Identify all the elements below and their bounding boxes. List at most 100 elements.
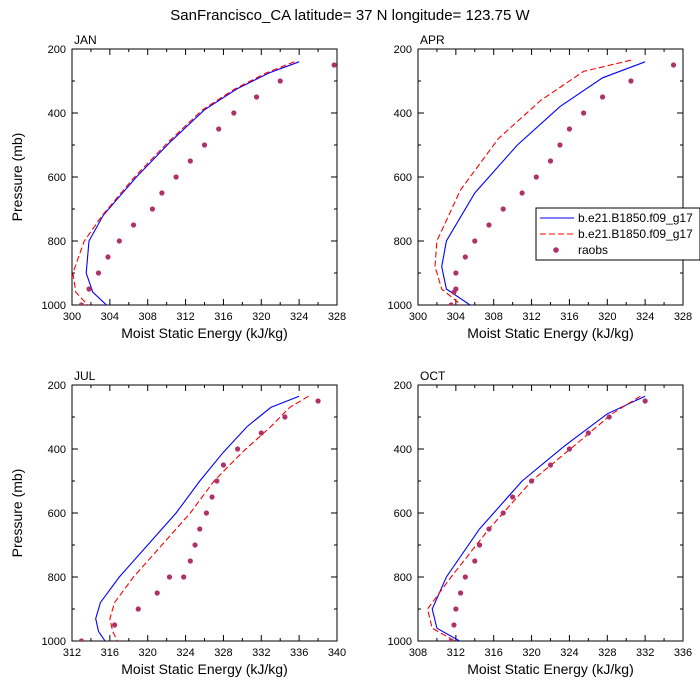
x-tick-label: 328 <box>674 311 692 323</box>
raobs-point <box>462 254 468 260</box>
y-axis-label: Pressure (mb) <box>9 469 25 558</box>
x-tick-label: 328 <box>328 311 346 323</box>
model-line-solid <box>441 61 646 305</box>
raobs-point <box>566 446 573 452</box>
raobs-point <box>670 62 677 68</box>
x-tick-label: 336 <box>674 647 692 659</box>
x-tick-label: 300 <box>409 311 427 323</box>
raobs-point <box>181 574 187 580</box>
figure-title: SanFrancisco_CA latitude= 37 N longitude… <box>170 7 530 24</box>
raobs-point <box>282 414 288 420</box>
raobs-point <box>451 622 457 628</box>
x-tick-label: 340 <box>328 647 346 659</box>
raobs-point <box>135 606 141 612</box>
model-line-dashed <box>434 59 632 305</box>
y-tick-label: 800 <box>394 236 412 248</box>
x-tick-label: 300 <box>63 311 81 323</box>
x-tick-label: 316 <box>560 311 578 323</box>
model-line-solid <box>431 395 646 641</box>
raobs-point <box>173 174 179 180</box>
plot-frame <box>417 384 684 642</box>
x-tick-label: 308 <box>409 647 427 659</box>
raobs-point <box>453 606 459 612</box>
x-axis-label: Moist Static Energy (kJ/kg) <box>467 661 634 677</box>
raobs-point <box>197 526 203 532</box>
plot-frame <box>71 48 338 306</box>
raobs-point <box>500 206 506 212</box>
y-tick-label: 1000 <box>42 636 66 648</box>
raobs-point <box>315 398 321 404</box>
raobs-point <box>78 638 85 641</box>
x-tick-label: 304 <box>447 311 465 323</box>
raobs-point <box>277 78 283 84</box>
plot-area <box>434 59 677 305</box>
y-tick-label: 600 <box>48 508 66 520</box>
panel-label: JAN <box>74 33 97 47</box>
raobs-point <box>547 462 554 468</box>
x-tick-label: 312 <box>447 647 465 659</box>
raobs-point <box>606 414 612 420</box>
x-tick-label: 312 <box>522 311 540 323</box>
plot-area <box>78 395 321 641</box>
raobs-point <box>486 526 492 532</box>
raobs-point <box>547 158 554 164</box>
y-tick-label: 200 <box>394 44 412 56</box>
model-line-dashed <box>72 61 295 305</box>
raobs-point <box>462 574 468 580</box>
x-tick-label: 316 <box>214 311 232 323</box>
x-tick-label: 304 <box>101 311 119 323</box>
raobs-point <box>201 142 208 148</box>
raobs-point <box>203 510 209 516</box>
raobs-point <box>528 478 535 484</box>
raobs-point <box>187 158 193 164</box>
legend-marker-dot <box>553 247 559 253</box>
x-tick-label: 316 <box>101 647 119 659</box>
y-tick-label: 600 <box>394 508 412 520</box>
x-tick-label: 324 <box>290 311 308 323</box>
raobs-point <box>599 94 606 100</box>
plot-area <box>72 61 337 305</box>
x-tick-label: 312 <box>176 311 194 323</box>
x-tick-label: 320 <box>252 311 270 323</box>
x-tick-label: 324 <box>176 647 194 659</box>
raobs-point <box>192 542 198 548</box>
raobs-point <box>231 110 237 116</box>
raobs-point <box>585 430 591 436</box>
raobs-point <box>166 574 173 580</box>
raobs-point <box>448 638 454 641</box>
x-tick-label: 312 <box>63 647 81 659</box>
raobs-point <box>187 558 193 564</box>
raobs-point <box>111 622 118 628</box>
raobs-point <box>486 222 492 228</box>
raobs-point <box>258 430 264 436</box>
raobs-point <box>476 542 483 548</box>
raobs-point <box>533 174 539 180</box>
raobs-point <box>510 494 516 500</box>
panel-label: JUL <box>74 369 96 383</box>
y-tick-label: 400 <box>394 444 412 456</box>
raobs-point <box>130 222 137 228</box>
plot-area <box>426 395 648 641</box>
x-axis-label: Moist Static Energy (kJ/kg) <box>467 325 634 341</box>
raobs-point <box>159 190 165 196</box>
x-tick-label: 308 <box>485 311 503 323</box>
raobs-point <box>95 270 102 276</box>
raobs-point <box>472 238 478 244</box>
y-tick-label: 200 <box>394 380 412 392</box>
panels: 300 304 308 312 316 320 324 328 200 400 600 800 1000… <box>9 33 692 677</box>
y-tick-label: 800 <box>48 572 66 584</box>
panel-jul: 312 316 320 324 328 332 336 340 200 400 600 800 1000… <box>9 369 346 677</box>
panel-apr: 300 304 308 312 316 320 324 328 200 400 600 800 1000… <box>388 33 693 341</box>
raobs-point <box>220 462 227 468</box>
raobs-point <box>519 190 525 196</box>
panel-jan: 300 304 308 312 316 320 324 328 200 400 600 800 1000… <box>9 33 346 341</box>
x-axis-label: Moist Static Energy (kJ/kg) <box>121 325 288 341</box>
raobs-point <box>472 558 478 564</box>
x-tick-label: 328 <box>214 647 232 659</box>
y-tick-label: 400 <box>394 108 412 120</box>
x-tick-label: 328 <box>598 647 616 659</box>
x-tick-label: 324 <box>636 311 654 323</box>
raobs-point <box>253 94 260 100</box>
y-tick-label: 800 <box>48 236 66 248</box>
